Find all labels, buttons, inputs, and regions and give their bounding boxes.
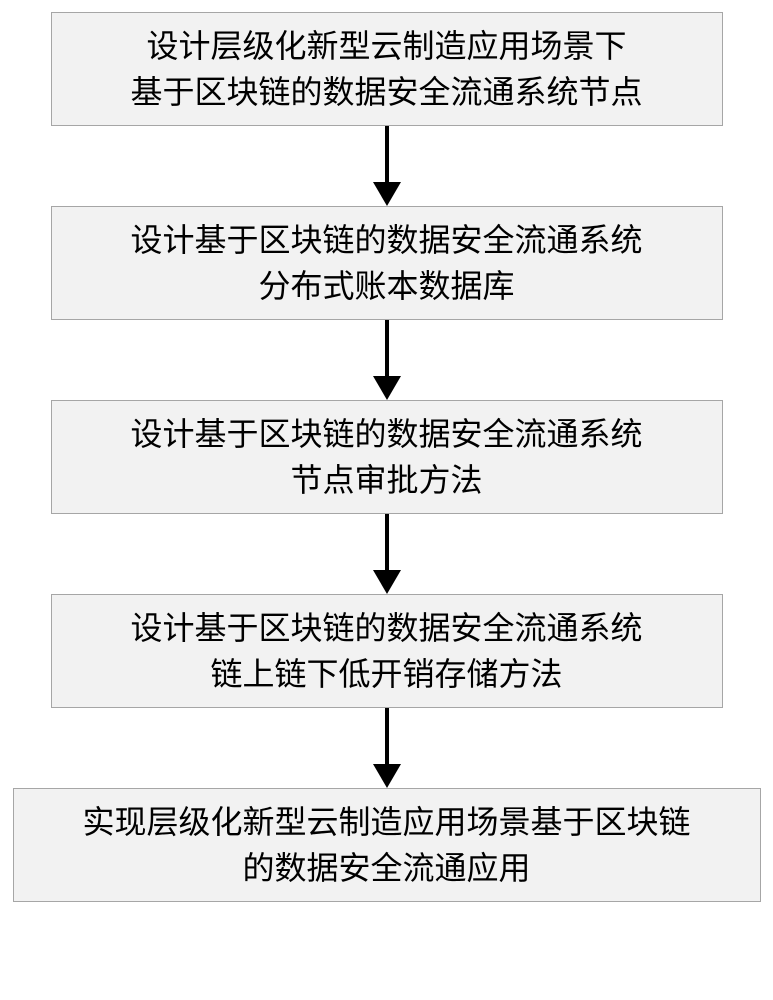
node-text-line: 链上链下低开销存储方法 <box>210 651 562 697</box>
flowchart-node-n5: 实现层级化新型云制造应用场景基于区块链的数据安全流通应用 <box>13 788 761 902</box>
node-text-line: 节点审批方法 <box>290 457 482 503</box>
flowchart-node-n3: 设计基于区块链的数据安全流通系统节点审批方法 <box>51 400 723 514</box>
arrow-shaft <box>385 708 389 764</box>
node-text-line: 分布式账本数据库 <box>258 263 514 309</box>
node-text-line: 设计层级化新型云制造应用场景下 <box>146 23 626 69</box>
arrow-head-icon <box>373 182 401 206</box>
node-text-line: 实现层级化新型云制造应用场景基于区块链 <box>82 799 690 845</box>
flowchart-arrow <box>373 708 401 788</box>
node-text-line: 的数据安全流通应用 <box>242 845 530 891</box>
node-text-line: 设计基于区块链的数据安全流通系统 <box>130 217 642 263</box>
arrow-head-icon <box>373 764 401 788</box>
arrow-head-icon <box>373 376 401 400</box>
flowchart-arrow <box>373 126 401 206</box>
arrow-shaft <box>385 320 389 376</box>
arrow-shaft <box>385 514 389 570</box>
node-text-line: 设计基于区块链的数据安全流通系统 <box>130 411 642 457</box>
flowchart-container: 设计层级化新型云制造应用场景下基于区块链的数据安全流通系统节点设计基于区块链的数… <box>0 0 773 1000</box>
flowchart-arrow <box>373 320 401 400</box>
arrow-head-icon <box>373 570 401 594</box>
flowchart-node-n4: 设计基于区块链的数据安全流通系统链上链下低开销存储方法 <box>51 594 723 708</box>
node-text-line: 设计基于区块链的数据安全流通系统 <box>130 605 642 651</box>
flowchart-node-n1: 设计层级化新型云制造应用场景下基于区块链的数据安全流通系统节点 <box>51 12 723 126</box>
flowchart-node-n2: 设计基于区块链的数据安全流通系统分布式账本数据库 <box>51 206 723 320</box>
arrow-shaft <box>385 126 389 182</box>
node-text-line: 基于区块链的数据安全流通系统节点 <box>130 69 642 115</box>
flowchart-arrow <box>373 514 401 594</box>
